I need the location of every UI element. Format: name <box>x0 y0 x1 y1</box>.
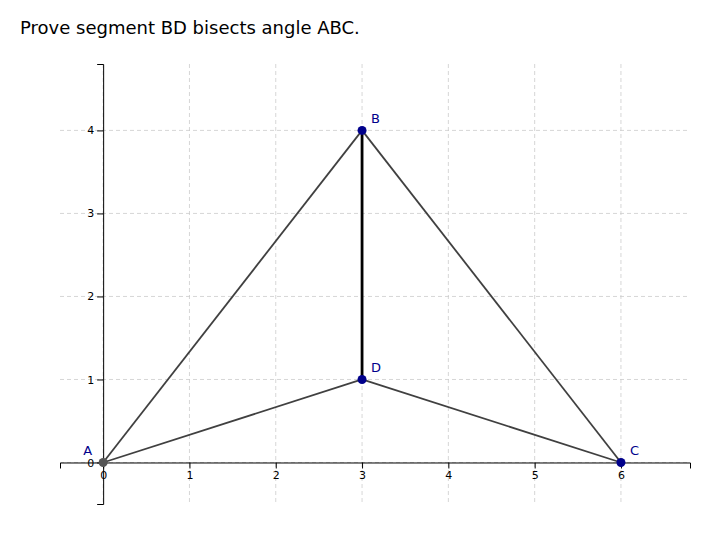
grid <box>60 64 690 504</box>
point <box>616 458 625 467</box>
point <box>358 126 367 135</box>
tick: 2 <box>87 290 103 303</box>
tick: 1 <box>186 462 193 482</box>
tick: 4 <box>445 462 452 482</box>
segment <box>362 130 621 462</box>
tick-label: 2 <box>87 290 94 303</box>
tick: 1 <box>87 373 103 386</box>
title: Prove segment BD bisects angle ABC. <box>20 17 360 38</box>
point <box>99 458 108 467</box>
tick-label: 2 <box>273 469 280 482</box>
point-labels: A B C D <box>83 111 639 458</box>
segment <box>362 379 621 462</box>
grid-line <box>620 64 621 504</box>
tick: 3 <box>87 207 103 220</box>
grid-line <box>448 64 449 504</box>
x-axis: 0123456 <box>61 462 691 482</box>
bisector <box>361 130 364 379</box>
axis-line <box>97 65 104 505</box>
grid-line <box>189 64 190 504</box>
grid-line <box>60 379 690 380</box>
point-label: C <box>630 443 639 458</box>
tick-label: 4 <box>445 469 452 482</box>
grid-line <box>275 64 276 504</box>
tick-mark <box>448 462 449 468</box>
axis-line <box>61 463 691 469</box>
tick: 5 <box>532 462 539 482</box>
tick: 3 <box>359 462 366 482</box>
grid-line <box>534 64 535 504</box>
tick-label: 4 <box>87 124 94 137</box>
grid-line <box>60 213 690 214</box>
point-label: A <box>83 443 92 458</box>
segment <box>103 379 362 462</box>
segment <box>103 130 362 462</box>
tick-mark <box>535 462 536 468</box>
tick-mark <box>97 130 103 131</box>
point <box>358 375 367 384</box>
tick-label: 3 <box>87 207 94 220</box>
tick-label: 5 <box>532 469 539 482</box>
plot: 012345601234ABCD <box>60 64 691 505</box>
tick-label: 1 <box>186 469 193 482</box>
tick: 2 <box>273 462 280 482</box>
tick: 4 <box>87 124 103 137</box>
tick-mark <box>97 296 103 297</box>
point-label: B <box>371 111 380 126</box>
y-axis: 01234 <box>87 65 104 505</box>
marks <box>99 126 626 467</box>
tick-mark <box>189 462 190 468</box>
tick-label: 1 <box>87 373 94 386</box>
tick-mark <box>97 379 103 380</box>
tick-mark <box>276 462 277 468</box>
grid-line <box>60 296 690 297</box>
tick-label: 6 <box>618 469 625 482</box>
tick-mark <box>97 213 103 214</box>
tick-mark <box>362 462 363 468</box>
grid-line <box>60 130 690 131</box>
chart: Prove segment BD bisects angle ABC.01234… <box>0 0 720 540</box>
point-label: D <box>371 360 381 375</box>
tick-label: 3 <box>359 469 366 482</box>
